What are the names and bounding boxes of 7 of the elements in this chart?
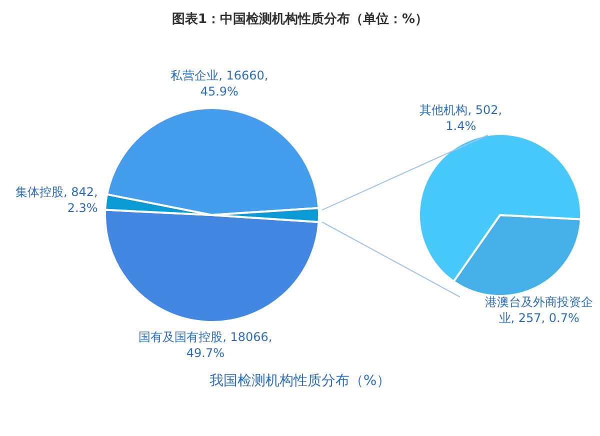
slice-label: 其他机构, 502, 1.4% [420, 103, 502, 134]
slice-label: 港澳台及外商投资企业, 257, 0.7% [485, 295, 594, 326]
slice-label: 集体控股, 842, 2.3% [15, 185, 98, 216]
slice-label: 国有及国有控股, 18066, 49.7% [138, 330, 272, 360]
slice-label: 私营企业, 16660, 45.9% [170, 68, 268, 98]
chart-title: 图表1：中国检测机构性质分布（单位：%） [170, 11, 430, 28]
text: 我国检测机构性质分布（%） [208, 372, 392, 390]
